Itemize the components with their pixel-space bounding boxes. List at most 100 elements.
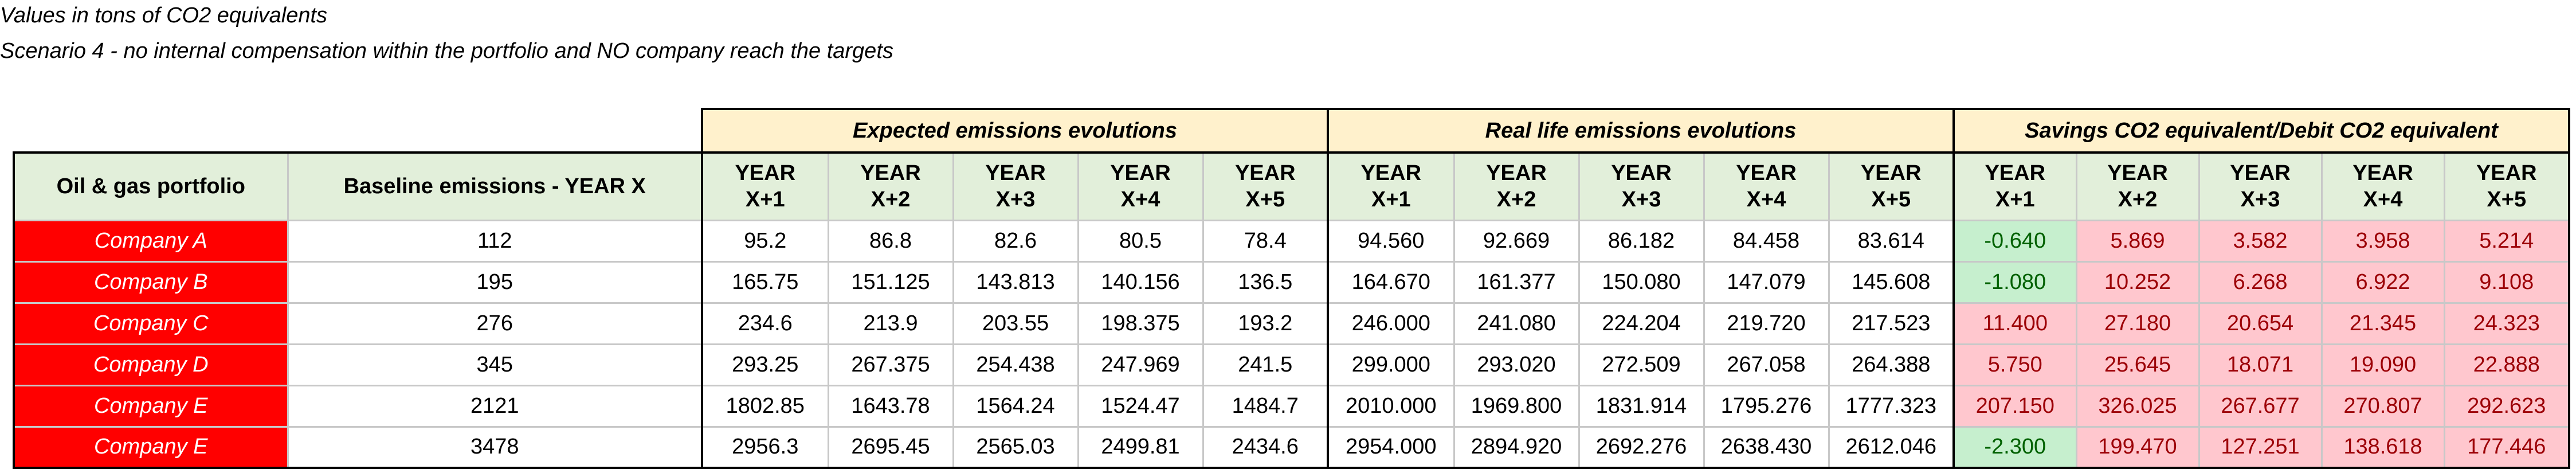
header-year-label: YEAR — [985, 161, 1046, 186]
expected-value-cell: 143.813 — [952, 260, 1079, 304]
savings-value-cell: 5.214 — [2443, 219, 2570, 263]
header-year-label: YEAR — [2352, 161, 2413, 186]
header-year-offset: X+5 — [2487, 187, 2527, 212]
header-year-offset: X+3 — [995, 187, 1036, 212]
savings-value-cell: 292.623 — [2443, 384, 2570, 428]
real-value-cell: 2894.920 — [1453, 425, 1580, 469]
savings-value-cell: 24.323 — [2443, 302, 2570, 345]
savings-value-cell: 9.108 — [2443, 260, 2570, 304]
real-value-cell: 84.458 — [1703, 219, 1830, 263]
header-year-label: YEAR — [860, 161, 921, 186]
real-value-cell: 86.182 — [1578, 219, 1705, 263]
table-row: Company D 345 293.25 267.375 254.438 247.969 2… — [13, 343, 2570, 386]
expected-value-cell: 82.6 — [952, 219, 1079, 263]
real-value-cell: 2692.276 — [1578, 425, 1705, 469]
header-savings-year-3: YEAR X+3 — [2198, 151, 2323, 221]
real-value-cell: 264.388 — [1828, 343, 1955, 386]
real-value-cell: 1969.800 — [1453, 384, 1580, 428]
baseline-cell: 2121 — [287, 384, 703, 428]
real-value-cell: 2612.046 — [1828, 425, 1955, 469]
table-body: Company A 112 95.2 86.8 82.6 80.5 78.4 94.560 92… — [13, 219, 2570, 469]
expected-value-cell: 1564.24 — [952, 384, 1079, 428]
real-value-cell: 299.000 — [1327, 343, 1455, 386]
expected-value-cell: 293.25 — [701, 343, 829, 386]
header-year-offset: X+4 — [1120, 187, 1160, 212]
expected-value-cell: 247.969 — [1077, 343, 1204, 386]
expected-value-cell: 86.8 — [827, 219, 954, 263]
savings-value-cell: 177.446 — [2443, 425, 2570, 469]
header-year-label: YEAR — [1110, 161, 1171, 186]
header-year-offset: X+5 — [1871, 187, 1911, 212]
header-year-label: YEAR — [1611, 161, 1672, 186]
real-value-cell: 224.204 — [1578, 302, 1705, 345]
expected-value-cell: 234.6 — [701, 302, 829, 345]
header-year-offset: X+1 — [1995, 187, 2035, 212]
savings-value-cell: 20.654 — [2198, 302, 2323, 345]
expected-value-cell: 140.156 — [1077, 260, 1204, 304]
header-year-offset: X+5 — [1245, 187, 1285, 212]
real-value-cell: 267.058 — [1703, 343, 1830, 386]
header-expected-year-3: YEAR X+3 — [952, 151, 1079, 221]
header-expected-year-5: YEAR X+5 — [1202, 151, 1329, 221]
real-value-cell: 217.523 — [1828, 302, 1955, 345]
savings-value-cell: 21.345 — [2320, 302, 2445, 345]
company-name-cell: Company C — [13, 302, 289, 345]
baseline-cell: 3478 — [287, 425, 703, 469]
real-value-cell: 246.000 — [1327, 302, 1455, 345]
expected-value-cell: 1484.7 — [1202, 384, 1329, 428]
real-value-cell: 293.020 — [1453, 343, 1580, 386]
savings-value-cell: -0.640 — [1952, 219, 2077, 263]
real-value-cell: 164.670 — [1327, 260, 1455, 304]
savings-value-cell: 10.252 — [2075, 260, 2200, 304]
company-name-cell: Company E — [13, 384, 289, 428]
savings-value-cell: 27.180 — [2075, 302, 2200, 345]
savings-value-cell: 267.677 — [2198, 384, 2323, 428]
real-value-cell: 83.614 — [1828, 219, 1955, 263]
real-value-cell: 92.669 — [1453, 219, 1580, 263]
real-value-cell: 147.079 — [1703, 260, 1830, 304]
header-year-offset: X+4 — [2363, 187, 2403, 212]
header-expected-year-2: YEAR X+2 — [827, 151, 954, 221]
header-year-label: YEAR — [1234, 161, 1296, 186]
expected-value-cell: 80.5 — [1077, 219, 1204, 263]
group-real-emissions: Real life emissions evolutions — [1327, 108, 1955, 154]
blank-corner — [14, 109, 702, 153]
baseline-cell: 345 — [287, 343, 703, 386]
real-value-cell: 2010.000 — [1327, 384, 1455, 428]
header-baseline: Baseline emissions - YEAR X — [287, 151, 703, 221]
expected-value-cell: 254.438 — [952, 343, 1079, 386]
savings-value-cell: 3.958 — [2320, 219, 2445, 263]
company-name-cell: Company B — [13, 260, 289, 304]
savings-value-cell: 11.400 — [1952, 302, 2077, 345]
real-value-cell: 150.080 — [1578, 260, 1705, 304]
savings-value-cell: 5.750 — [1952, 343, 2077, 386]
savings-value-cell: 207.150 — [1952, 384, 2077, 428]
header-real-year-3: YEAR X+3 — [1578, 151, 1705, 221]
savings-value-cell: 19.090 — [2320, 343, 2445, 386]
header-year-offset: X+2 — [1496, 187, 1536, 212]
expected-value-cell: 95.2 — [701, 219, 829, 263]
expected-value-cell: 151.125 — [827, 260, 954, 304]
baseline-cell: 112 — [287, 219, 703, 263]
savings-value-cell: 3.582 — [2198, 219, 2323, 263]
real-value-cell: 219.720 — [1703, 302, 1830, 345]
header-year-label: YEAR — [1486, 161, 1547, 186]
header-year-offset: X+2 — [871, 187, 911, 212]
expected-value-cell: 267.375 — [827, 343, 954, 386]
expected-value-cell: 78.4 — [1202, 219, 1329, 263]
header-expected-year-4: YEAR X+4 — [1077, 151, 1204, 221]
savings-value-cell: 6.268 — [2198, 260, 2323, 304]
real-value-cell: 241.080 — [1453, 302, 1580, 345]
expected-value-cell: 198.375 — [1077, 302, 1204, 345]
group-savings: Savings CO2 equivalent/Debit CO2 equival… — [1952, 108, 2570, 154]
header-year-label: YEAR — [2230, 161, 2291, 186]
savings-value-cell: 18.071 — [2198, 343, 2323, 386]
table-row: Company B 195 165.75 151.125 143.813 140.156 1… — [13, 260, 2570, 304]
header-real-year-4: YEAR X+4 — [1703, 151, 1830, 221]
real-value-cell: 1831.914 — [1578, 384, 1705, 428]
expected-value-cell: 1524.47 — [1077, 384, 1204, 428]
savings-value-cell: 270.807 — [2320, 384, 2445, 428]
savings-value-cell: -1.080 — [1952, 260, 2077, 304]
real-value-cell: 94.560 — [1327, 219, 1455, 263]
company-name-cell: Company D — [13, 343, 289, 386]
